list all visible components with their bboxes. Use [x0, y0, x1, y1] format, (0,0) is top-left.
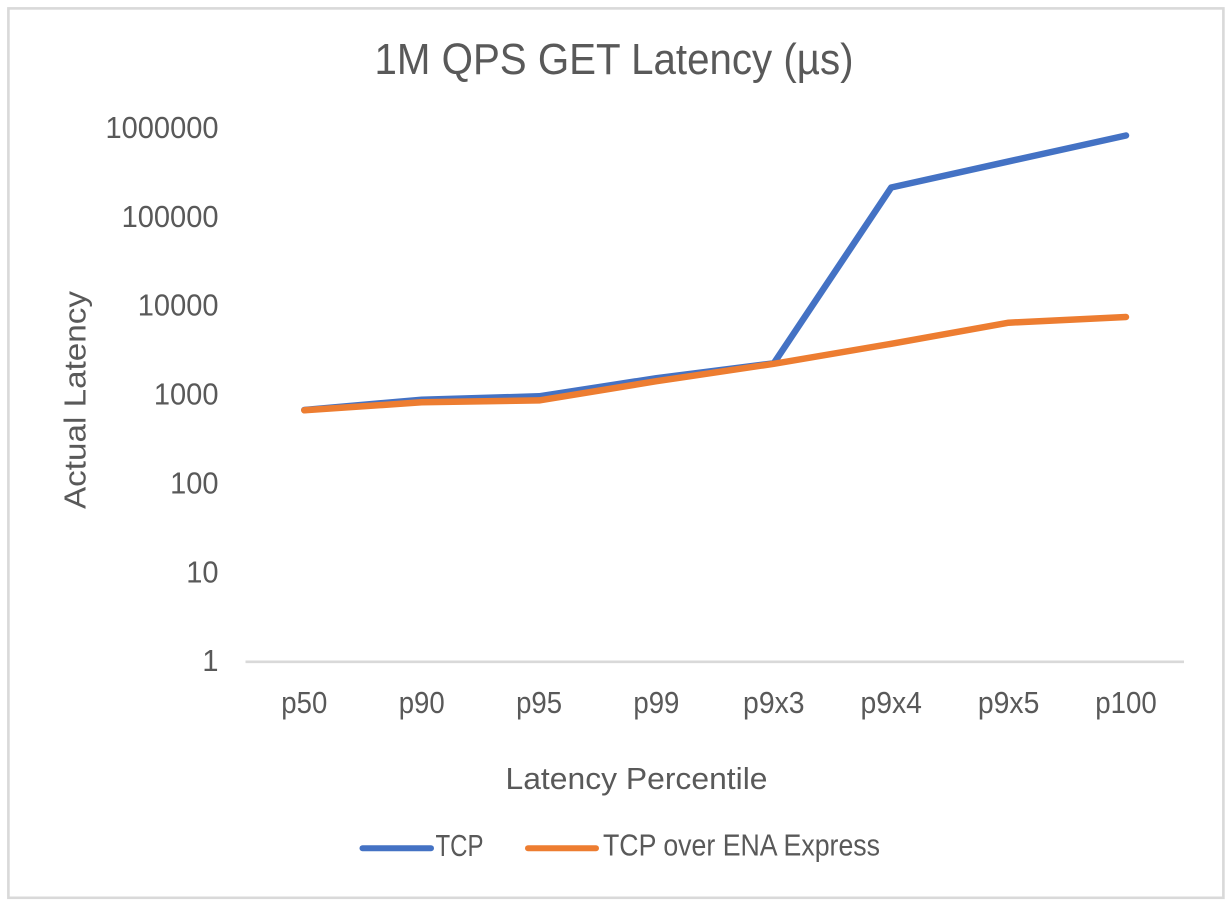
svg-text:p9x5: p9x5 — [978, 686, 1040, 720]
svg-text:Actual Latency: Actual Latency — [59, 290, 93, 509]
svg-text:1M QPS GET Latency (µs): 1M QPS GET Latency (µs) — [375, 36, 854, 84]
svg-text:TCP: TCP — [436, 829, 484, 863]
svg-text:100000: 100000 — [122, 200, 219, 234]
svg-text:p50: p50 — [281, 686, 327, 720]
svg-text:10: 10 — [186, 555, 218, 589]
svg-text:Latency Percentile: Latency Percentile — [506, 762, 768, 796]
svg-text:p9x4: p9x4 — [860, 686, 922, 720]
svg-text:p90: p90 — [399, 686, 445, 720]
svg-text:100: 100 — [170, 466, 218, 500]
svg-text:10000: 10000 — [138, 289, 219, 323]
svg-text:p100: p100 — [1095, 686, 1157, 720]
svg-text:1: 1 — [202, 644, 218, 678]
svg-text:p9x3: p9x3 — [743, 686, 805, 720]
svg-text:p99: p99 — [633, 686, 679, 720]
svg-text:1000: 1000 — [154, 378, 219, 412]
svg-text:p95: p95 — [516, 686, 562, 720]
svg-text:1000000: 1000000 — [106, 111, 219, 145]
svg-text:TCP over ENA Express: TCP over ENA Express — [603, 829, 880, 863]
